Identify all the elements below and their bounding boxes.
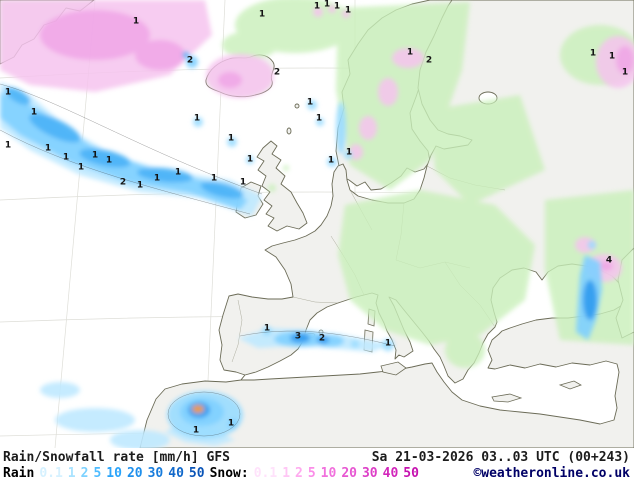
legend-value: 2 (295, 466, 303, 481)
map-title: Rain/Snowfall rate [mm/h] GFS (3, 450, 230, 465)
legend-value: 2 (80, 466, 89, 481)
legend-value: 10 (320, 466, 337, 481)
legend-value: 0.1 (253, 466, 278, 481)
crete (491, 393, 523, 403)
legend-scale-row: Rain 0.1 1 2 5 10 20 30 40 50 Snow: 0.1 1 2 5 10 20 30… (0, 465, 634, 481)
copyright-text: ©weatheronline.co.uk (473, 466, 630, 481)
faroe-islands (294, 103, 300, 109)
sicily (380, 361, 407, 376)
legend-value: 20 (341, 466, 357, 481)
legend-value: 40 (168, 466, 184, 481)
legend-value: 5 (307, 466, 316, 481)
precip-contours (0, 83, 396, 437)
rain-areas (0, 52, 602, 448)
legend-value: 5 (93, 466, 102, 481)
legend-value: 30 (361, 466, 378, 481)
legend-value: 10 (106, 466, 122, 481)
legend-value: 50 (188, 466, 205, 481)
snow-scale-values: 0.1 1 2 5 10 20 30 40 50 (254, 466, 419, 481)
rain-scale-values: 0.1 1 2 5 10 20 30 40 50 (39, 466, 204, 481)
legend-value: 40 (382, 466, 399, 481)
legend-value: 1 (282, 466, 291, 481)
legend-value: 1 (67, 466, 76, 481)
legend-value: 50 (403, 466, 419, 481)
europe-map-svg (0, 0, 634, 448)
heavy-rain-core (192, 405, 204, 413)
shetland (286, 127, 292, 135)
cyprus (558, 380, 582, 390)
legend-bar: Rain/Snowfall rate [mm/h] GFS Sa 21-03-2… (0, 448, 634, 490)
great-britain (256, 140, 308, 232)
legend-value: 30 (147, 466, 164, 481)
legend-title-row: Rain/Snowfall rate [mm/h] GFS Sa 21-03-2… (0, 448, 634, 465)
legend-value: 0.1 (39, 466, 63, 481)
map-datetime: Sa 21-03-2026 03..03 UTC (00+243) (371, 450, 630, 465)
snow-areas (0, 0, 634, 282)
rain-scale-label: Rain (3, 466, 35, 481)
snow-scale-label: Snow: (209, 466, 249, 481)
legend-value: 20 (126, 466, 143, 481)
